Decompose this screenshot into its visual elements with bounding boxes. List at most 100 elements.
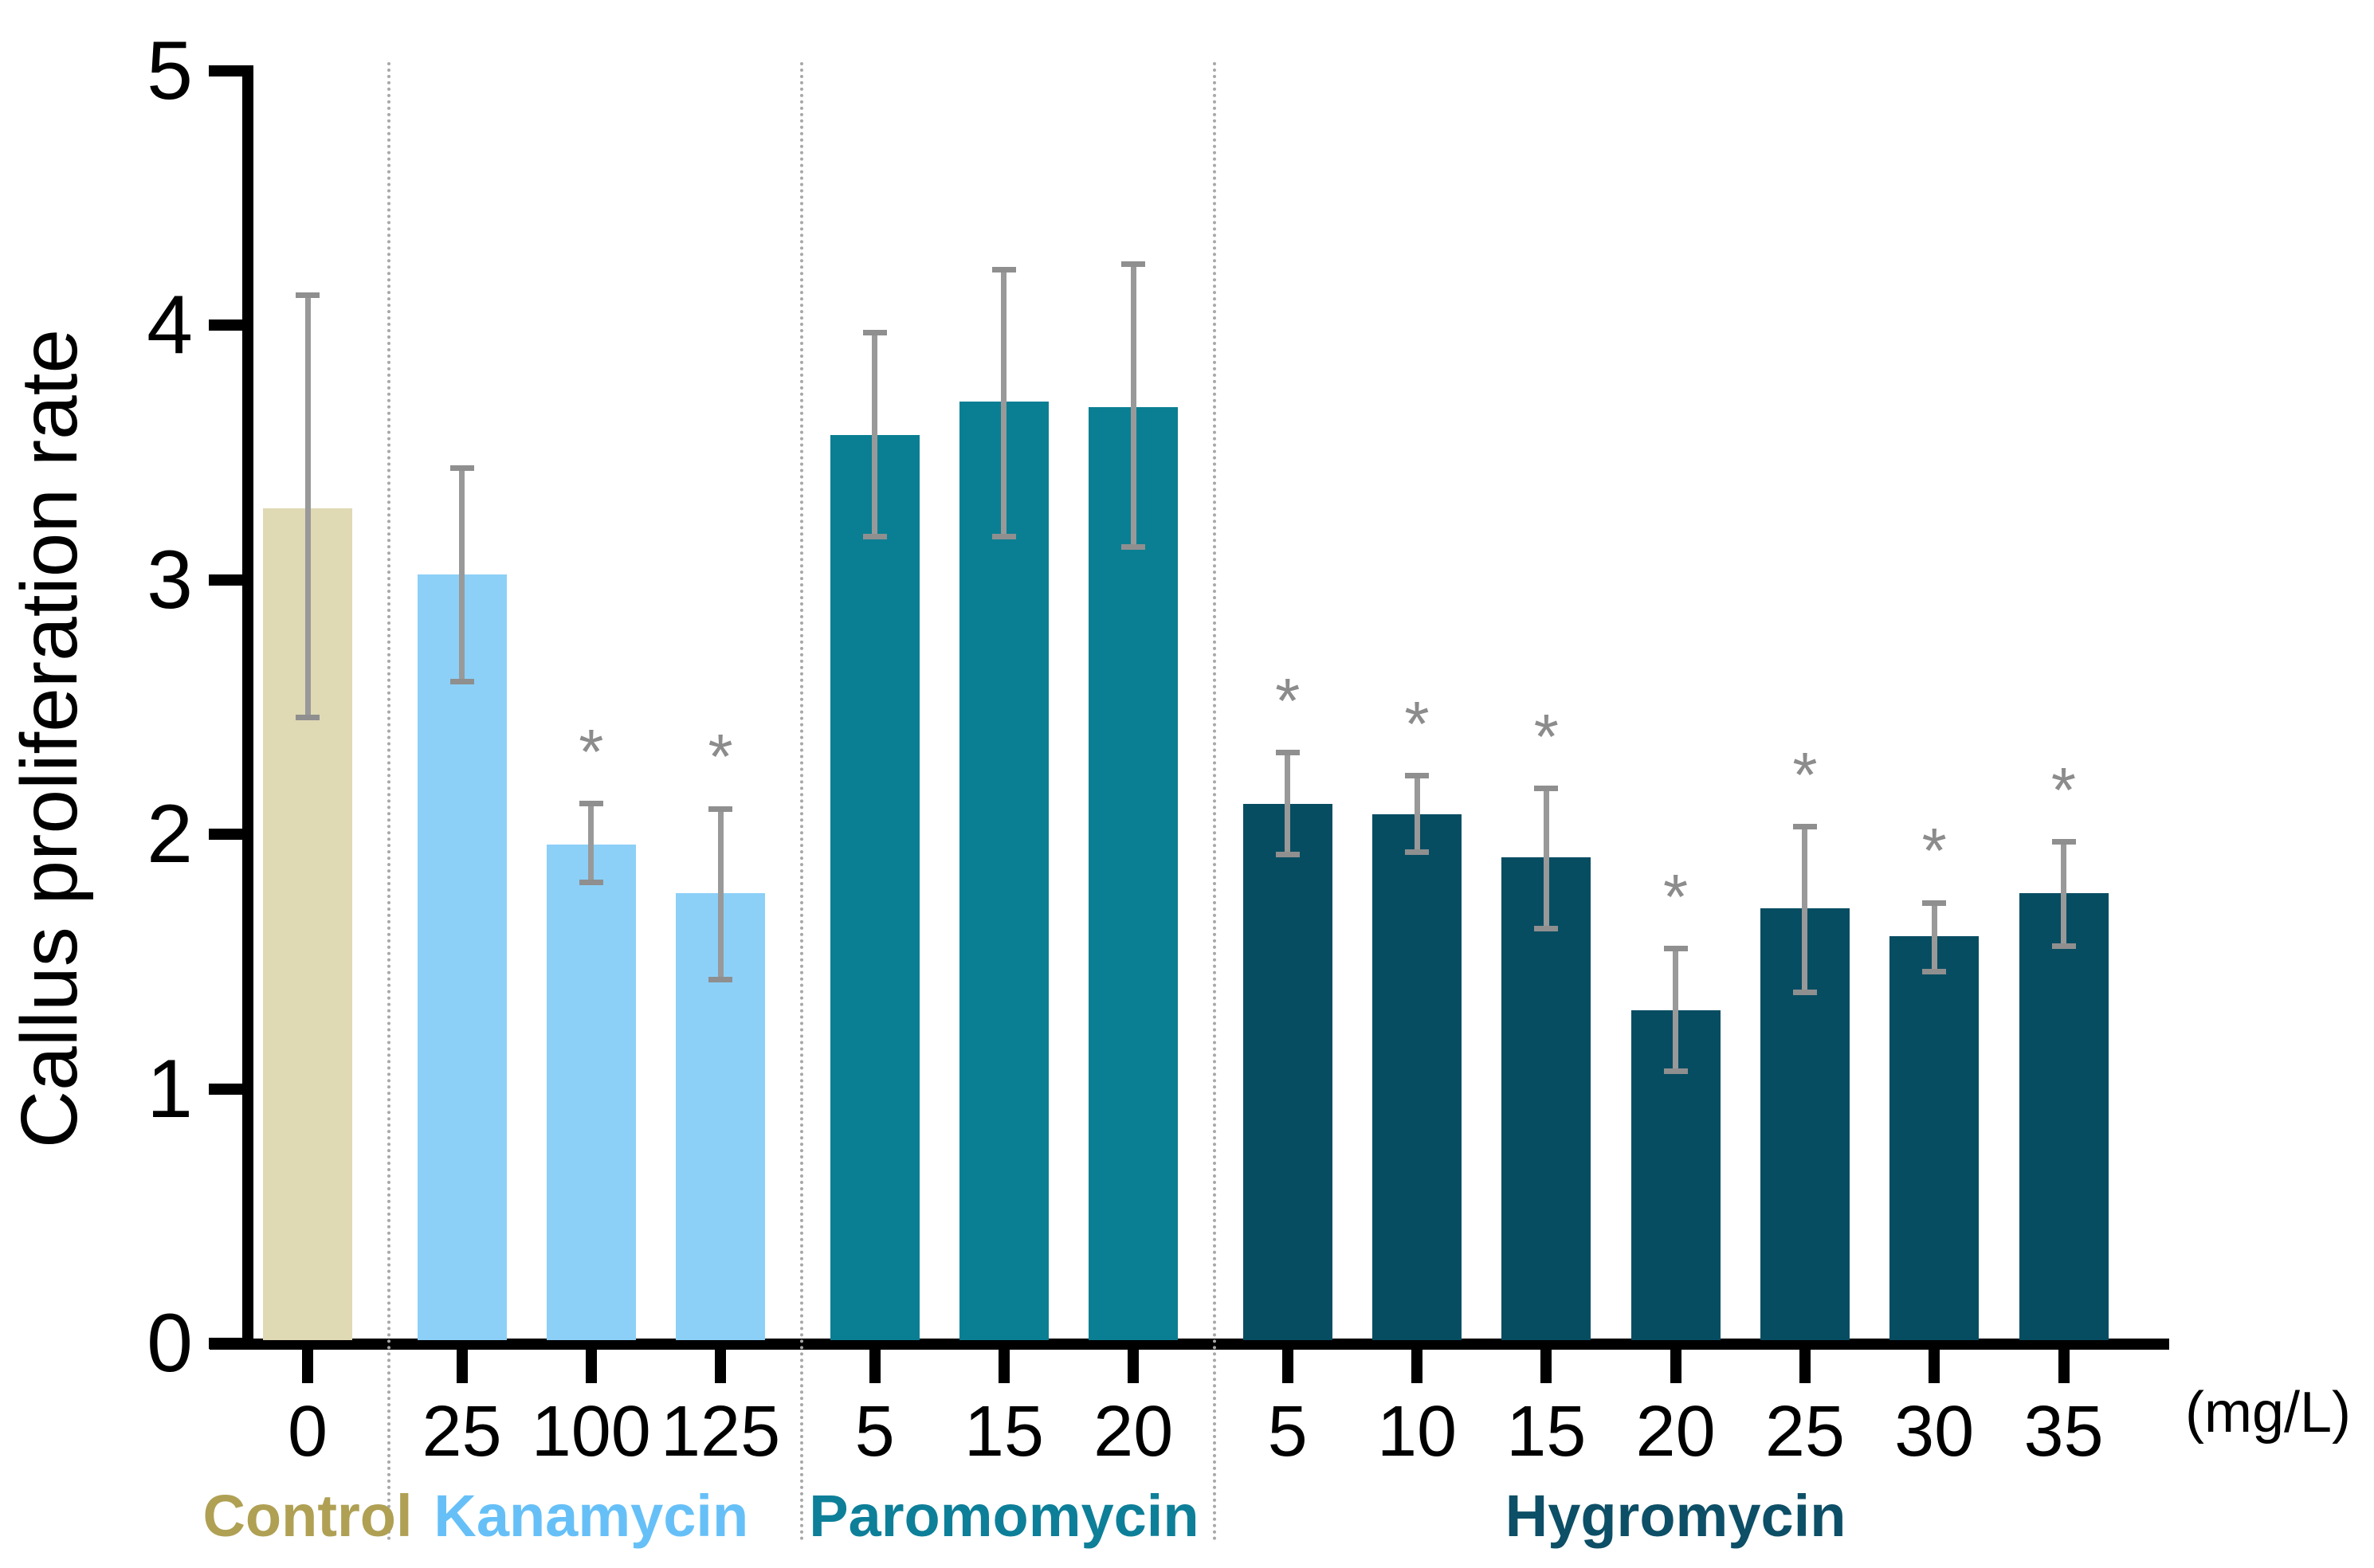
bar xyxy=(1089,406,1179,1340)
error-bar-cap-top xyxy=(1405,773,1429,779)
error-bar-stem xyxy=(1802,826,1808,993)
significance-asterisk: * xyxy=(1275,664,1301,736)
error-bar-cap-bottom xyxy=(991,534,1016,539)
y-tick xyxy=(209,1338,253,1349)
significance-asterisk: * xyxy=(1792,739,1818,810)
x-tick-label: 20 xyxy=(1635,1392,1716,1472)
error-bar-stem xyxy=(1001,269,1007,537)
x-tick xyxy=(456,1350,468,1383)
error-bar-stem xyxy=(588,803,594,883)
error-bar-cap-bottom xyxy=(1792,989,1817,995)
bar xyxy=(1889,935,1980,1340)
x-tick xyxy=(1540,1350,1552,1383)
x-axis-line xyxy=(210,1339,2169,1350)
group-separator xyxy=(799,62,803,1542)
error-bar-stem xyxy=(872,332,878,537)
significance-asterisk: * xyxy=(1663,860,1689,932)
bar xyxy=(959,402,1049,1340)
group-separator xyxy=(387,62,390,1542)
bar xyxy=(830,434,920,1340)
error-bar-cap-bottom xyxy=(1405,849,1429,856)
x-tick-label: 100 xyxy=(531,1392,651,1472)
x-tick xyxy=(1670,1350,1681,1383)
error-bar-stem xyxy=(1414,775,1420,853)
error-bar-cap-top xyxy=(1275,750,1300,756)
x-tick-label: 0 xyxy=(287,1392,328,1472)
error-bar-cap-top xyxy=(2051,839,2076,845)
y-tick-label: 3 xyxy=(147,533,193,626)
error-bar-stem xyxy=(1285,752,1291,855)
y-tick xyxy=(209,319,253,331)
error-bar-cap-bottom xyxy=(1534,925,1559,931)
error-bar-cap-bottom xyxy=(2051,943,2076,950)
x-tick-label: 15 xyxy=(1506,1392,1587,1472)
x-tick xyxy=(1411,1350,1422,1383)
error-bar-cap-top xyxy=(1121,261,1146,268)
x-tick-label: 5 xyxy=(1267,1392,1308,1472)
bar xyxy=(546,844,636,1340)
significance-asterisk: * xyxy=(1404,688,1430,759)
error-bar-cap-top xyxy=(579,801,603,807)
error-bar-cap-bottom xyxy=(1121,543,1146,550)
significance-asterisk: * xyxy=(2050,754,2077,825)
x-tick-label: 30 xyxy=(1894,1392,1975,1472)
x-tick-label: 10 xyxy=(1376,1392,1458,1472)
significance-asterisk: * xyxy=(1533,700,1559,772)
group-label: Kanamycin xyxy=(434,1483,749,1549)
error-bar-cap-top xyxy=(862,330,887,336)
error-bar-stem xyxy=(2061,841,2066,947)
x-tick xyxy=(1281,1350,1293,1383)
y-tick xyxy=(209,65,253,76)
error-bar-stem xyxy=(1673,948,1679,1072)
x-tick-label: 5 xyxy=(854,1392,895,1472)
x-tick xyxy=(302,1350,313,1383)
error-bar-cap-top xyxy=(449,465,474,471)
error-bar-cap-top xyxy=(1534,786,1559,792)
error-bar-cap-top xyxy=(991,266,1016,272)
bar xyxy=(2019,892,2109,1340)
x-tick xyxy=(869,1350,881,1383)
error-bar-cap-bottom xyxy=(862,534,887,539)
y-tick xyxy=(209,1083,253,1095)
x-tick-label: 125 xyxy=(661,1392,781,1472)
bar xyxy=(1501,857,1591,1340)
bar xyxy=(1372,813,1462,1340)
error-bar-cap-bottom xyxy=(1663,1068,1688,1074)
group-label: Control xyxy=(202,1483,413,1549)
bar xyxy=(417,574,507,1340)
x-tick-label: 20 xyxy=(1093,1392,1174,1472)
x-tick-label: 25 xyxy=(422,1392,502,1472)
error-bar-cap-bottom xyxy=(449,679,474,685)
x-tick xyxy=(585,1350,597,1383)
x-tick-label: 25 xyxy=(1764,1392,1845,1472)
group-separator xyxy=(1212,62,1216,1542)
x-tick xyxy=(998,1350,1010,1383)
error-bar-stem xyxy=(717,809,724,980)
y-tick-label: 1 xyxy=(147,1042,193,1135)
error-bar-stem xyxy=(459,468,465,682)
error-bar-stem xyxy=(1931,903,1937,972)
error-bar-cap-bottom xyxy=(1922,969,1947,975)
x-tick-label: 15 xyxy=(963,1392,1044,1472)
y-tick xyxy=(209,829,253,841)
x-tick xyxy=(1128,1350,1140,1383)
error-bar-cap-bottom xyxy=(708,976,733,982)
y-tick-label: 0 xyxy=(147,1297,193,1390)
y-tick-label: 4 xyxy=(147,279,193,372)
x-tick xyxy=(1929,1350,1940,1383)
y-tick-label: 5 xyxy=(147,25,193,117)
significance-asterisk: * xyxy=(708,721,733,793)
error-bar-cap-bottom xyxy=(1275,852,1300,858)
x-tick xyxy=(1799,1350,1811,1383)
error-bar-stem xyxy=(1543,788,1549,929)
y-axis-line xyxy=(242,65,253,1350)
error-bar-stem xyxy=(1130,264,1136,547)
y-tick xyxy=(209,574,253,586)
significance-asterisk: * xyxy=(1921,815,1947,887)
error-bar-cap-top xyxy=(1792,824,1817,830)
error-bar-cap-top xyxy=(708,806,733,812)
error-bar-cap-bottom xyxy=(296,714,320,720)
error-bar-cap-top xyxy=(1922,900,1947,906)
bar xyxy=(1242,803,1332,1340)
